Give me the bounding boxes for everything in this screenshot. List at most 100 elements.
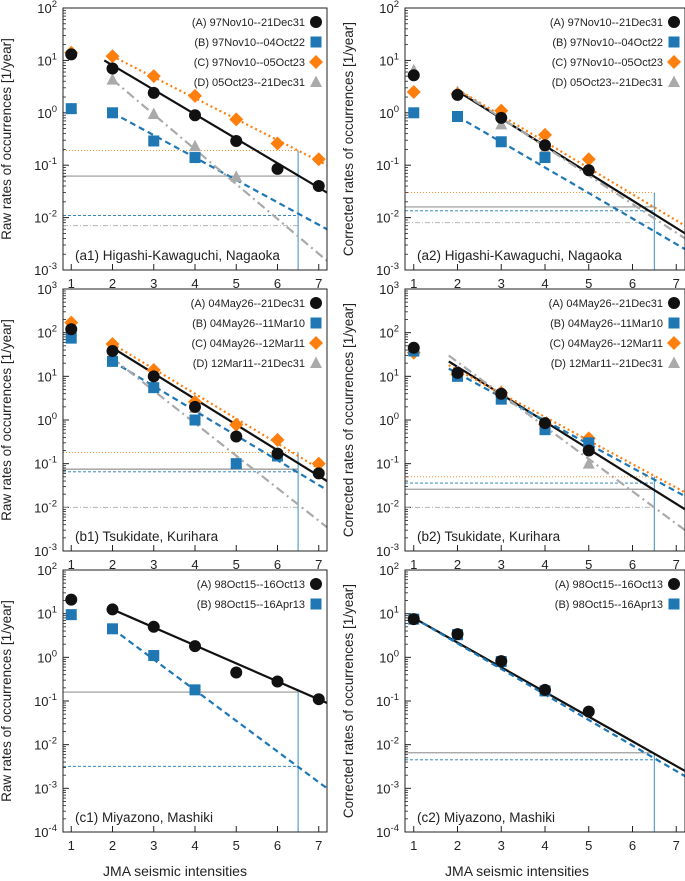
y-axis-label: Corrected rates of occurrences [1/year]	[341, 22, 356, 256]
series-C-point-6	[270, 432, 285, 447]
y-tick-label: 101	[37, 51, 57, 68]
series-C-point-5	[229, 112, 244, 127]
plot-area	[405, 63, 685, 270]
series-B-point-2	[107, 623, 118, 635]
legend-label-C: (C) 97Nov10--05Oct23	[194, 57, 305, 69]
y-tick-label: 100	[379, 104, 399, 121]
series-D-point-5	[582, 457, 595, 469]
fit-line-A	[112, 608, 327, 705]
series-D-point-2	[147, 107, 160, 119]
legend-label-D: (D) 05Oct23--21Dec31	[552, 77, 663, 89]
y-tick-label: 10-2	[34, 209, 57, 226]
panel-b2: 10-3 10-2 10-1 100 101 102 103 1 2 3 4 5 6 7 Corrected…	[341, 280, 685, 572]
y-tick-label: 101	[37, 605, 57, 622]
legend-marker-A-point-1	[668, 16, 680, 28]
x-tick-label: 2	[454, 557, 461, 572]
legend-label-B: (B) 04May26--11Mar10	[550, 318, 663, 330]
legend-label-A: (A) 98Oct15--16Oct13	[555, 579, 663, 591]
series-B-point-2	[452, 110, 463, 122]
series-A-point-1	[407, 69, 420, 82]
series-C-point-7	[311, 456, 326, 471]
legend-label-A: (A) 04May26--21Dec31	[549, 298, 663, 310]
fit-line-D	[456, 88, 685, 240]
y-tick-label: 10-2	[34, 498, 57, 515]
x-tick-label: 5	[233, 557, 240, 572]
fit-line-B	[111, 360, 327, 491]
legend-marker-C-point-1	[667, 55, 681, 69]
series-B-point-1	[65, 332, 77, 344]
series-A-point-1	[407, 341, 420, 354]
series-C-point-4	[188, 88, 202, 103]
series-A-point-2	[106, 345, 119, 358]
legend-label-A: (A) 98Oct15--16Oct13	[197, 579, 305, 591]
series-A-point-5	[230, 134, 243, 147]
y-tick-label: 10-3	[34, 542, 57, 559]
plot-area	[63, 593, 327, 832]
series-B-point-1	[65, 609, 77, 621]
fit-line-B	[456, 115, 685, 251]
y-tick-label: 10-2	[376, 736, 399, 753]
plot-area	[63, 315, 327, 551]
x-tick-label: 1	[410, 557, 417, 572]
fit-line-B	[413, 616, 685, 778]
series-B-point-2	[107, 107, 118, 119]
series-B-point-1	[65, 103, 77, 115]
y-tick-label: 102	[37, 561, 57, 578]
series-A-point-2	[106, 62, 119, 75]
series-B-point-3	[148, 382, 160, 394]
axes-frame	[62, 7, 328, 271]
axes-frame	[404, 7, 685, 271]
legend-marker-A-point-1	[310, 297, 322, 309]
panel-title: (c2) Miyazono, Mashiki	[417, 810, 555, 825]
series-A-point-4	[189, 109, 201, 122]
legend-marker-B-point-1	[310, 598, 322, 610]
y-tick-label: 10-3	[376, 542, 399, 559]
series-C-point-2	[105, 49, 120, 64]
series-A-point-4	[539, 139, 551, 152]
series-B-point-4	[189, 684, 201, 696]
legend-marker-A-point-1	[668, 297, 680, 309]
fit-line-C	[112, 55, 327, 167]
y-tick-label: 102	[379, 324, 399, 341]
series-A-point-5	[230, 430, 243, 443]
series-A-point-5	[582, 164, 595, 177]
legend-label-C: (C) 97Nov10--05Oct23	[552, 57, 663, 69]
y-tick-label: 103	[379, 280, 399, 297]
panel-c1: 10-4 10-3 10-2 10-1 100 101 102 1 2 3 4 5 6 7 Raw rate…	[0, 561, 328, 853]
panel-title: (a2) Higashi-Kawaguchi, Nagaoka	[417, 248, 622, 263]
y-tick-label: 10-4	[376, 823, 399, 840]
y-tick-label: 101	[379, 367, 399, 384]
legend-label-B: (B) 98Oct15--16Apr13	[197, 599, 305, 611]
series-C-point-5	[229, 417, 244, 432]
x-tick-label: 5	[233, 838, 240, 853]
y-tick-label: 100	[37, 411, 57, 428]
axes-frame	[62, 569, 328, 833]
plot-area	[63, 45, 327, 270]
series-A-point-3	[495, 387, 508, 400]
series-C-point-3	[146, 69, 161, 84]
series-D-point-1	[106, 73, 119, 85]
y-tick-label: 10-1	[376, 156, 399, 173]
x-tick-label: 7	[673, 838, 680, 853]
x-tick-label: 1	[68, 276, 75, 291]
legend-label-D: (D) 12Mar11--21Dec31	[551, 358, 663, 370]
x-tick-label: 6	[274, 276, 281, 291]
y-tick-label: 102	[379, 561, 399, 578]
x-tick-label: 7	[673, 557, 680, 572]
x-axis-label-right: JMA seismic intensities	[445, 863, 589, 879]
axes-frame	[62, 288, 328, 552]
x-tick-label: 5	[585, 276, 592, 291]
fit-line-C	[456, 88, 685, 227]
series-A-point-3	[147, 370, 160, 383]
panel-b1: 10-3 10-2 10-1 100 101 102 103 1 2 3 4 5 6 7 Raw rates…	[0, 280, 328, 572]
x-tick-label: 2	[109, 557, 116, 572]
series-A-point-2	[451, 366, 464, 379]
legend-label-A: (A) 97Nov10--21Dec31	[550, 17, 663, 29]
legend-marker-D-point-1	[668, 356, 680, 368]
x-tick-label: 4	[191, 557, 198, 572]
y-axis-label: Corrected rates of occurrences [1/year]	[341, 584, 356, 818]
axes-frame	[404, 569, 685, 833]
series-A-point-6	[271, 447, 284, 460]
legend-marker-A-point-1	[310, 16, 322, 28]
